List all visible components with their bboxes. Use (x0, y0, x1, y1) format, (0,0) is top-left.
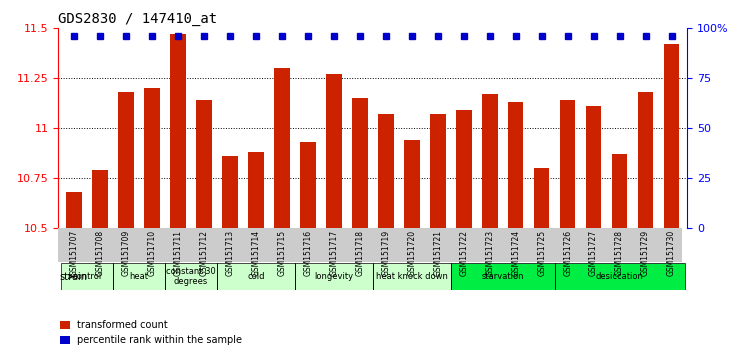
Text: heat: heat (129, 272, 148, 281)
Text: longevity: longevity (314, 272, 353, 281)
Text: desiccation: desiccation (596, 272, 643, 281)
Bar (612, 154, 627, 228)
Text: GSM151712: GSM151712 (200, 230, 208, 276)
Bar (664, 44, 679, 228)
Text: GSM151725: GSM151725 (537, 230, 546, 276)
Text: GSM151713: GSM151713 (225, 230, 235, 276)
FancyBboxPatch shape (555, 263, 684, 290)
Bar (560, 100, 575, 228)
Text: GSM151719: GSM151719 (382, 230, 390, 276)
FancyBboxPatch shape (165, 263, 217, 290)
Text: GSM151708: GSM151708 (96, 230, 105, 276)
Text: GSM151709: GSM151709 (121, 230, 131, 276)
Bar (508, 102, 523, 228)
Text: strain: strain (60, 272, 88, 281)
FancyBboxPatch shape (58, 228, 682, 262)
Text: GSM151718: GSM151718 (355, 230, 364, 276)
Text: GSM151707: GSM151707 (69, 230, 78, 276)
Bar (92, 170, 108, 228)
Text: GSM151730: GSM151730 (667, 230, 676, 276)
Bar (456, 110, 471, 228)
Text: GSM151716: GSM151716 (303, 230, 312, 276)
Bar (248, 152, 264, 228)
Bar (430, 114, 446, 228)
Bar (404, 140, 420, 228)
Text: GSM151729: GSM151729 (641, 230, 650, 276)
FancyBboxPatch shape (113, 263, 165, 290)
Bar (300, 142, 316, 228)
Text: cold: cold (247, 272, 265, 281)
Text: GSM151720: GSM151720 (407, 230, 416, 276)
Bar (534, 168, 550, 228)
Text: GSM151726: GSM151726 (563, 230, 572, 276)
Text: GSM151717: GSM151717 (330, 230, 338, 276)
Text: GSM151721: GSM151721 (433, 230, 442, 276)
FancyBboxPatch shape (61, 263, 113, 290)
Text: GSM151727: GSM151727 (589, 230, 598, 276)
Text: GSM151724: GSM151724 (511, 230, 520, 276)
Text: GDS2830 / 147410_at: GDS2830 / 147410_at (58, 12, 218, 26)
FancyBboxPatch shape (451, 263, 555, 290)
Bar (222, 156, 238, 228)
Bar (170, 34, 186, 228)
Bar (586, 106, 602, 228)
Text: GSM151728: GSM151728 (615, 230, 624, 276)
Text: GSM151722: GSM151722 (459, 230, 469, 276)
Bar (326, 74, 341, 228)
FancyBboxPatch shape (295, 263, 373, 290)
FancyBboxPatch shape (217, 263, 295, 290)
Text: control: control (72, 272, 102, 281)
Bar (274, 68, 289, 228)
Bar (378, 114, 393, 228)
Text: GSM151710: GSM151710 (148, 230, 156, 276)
Text: constant 30
degrees: constant 30 degrees (166, 267, 216, 286)
Text: GSM151715: GSM151715 (277, 230, 287, 276)
Text: heat knock down: heat knock down (376, 272, 447, 281)
Bar (637, 92, 654, 228)
FancyBboxPatch shape (373, 263, 451, 290)
Text: GSM151714: GSM151714 (251, 230, 260, 276)
Bar (67, 192, 82, 228)
Bar (352, 98, 368, 228)
Bar (482, 94, 498, 228)
Bar (144, 88, 160, 228)
Text: GSM151723: GSM151723 (485, 230, 494, 276)
Legend: transformed count, percentile rank within the sample: transformed count, percentile rank withi… (56, 316, 246, 349)
Bar (196, 100, 212, 228)
Text: GSM151711: GSM151711 (173, 230, 183, 276)
Text: starvation: starvation (482, 272, 524, 281)
Bar (118, 92, 134, 228)
